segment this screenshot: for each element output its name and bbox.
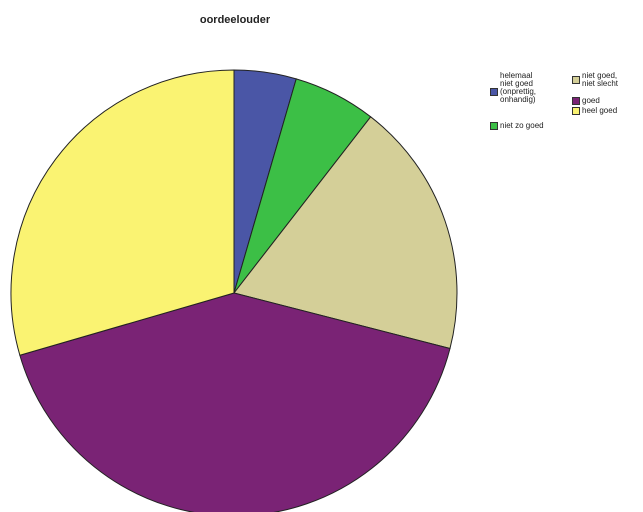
- pie-slice-3: [19, 292, 451, 512]
- legend-swatch: [490, 88, 498, 96]
- legend-swatch: [572, 76, 580, 84]
- legend-item: goed: [572, 97, 600, 105]
- chart-title: oordeelouder: [199, 14, 271, 26]
- legend-label: niet zo goed: [500, 121, 544, 130]
- legend-swatch: [490, 122, 498, 130]
- legend-label: goed: [582, 96, 600, 105]
- pie-chart: [10, 69, 458, 512]
- legend-swatch: [572, 107, 580, 115]
- legend-item: niet goed, niet slecht: [572, 72, 618, 88]
- legend-label: helemaal niet goed (onprettig, onhandig): [500, 71, 537, 104]
- legend-label: niet goed, niet slecht: [582, 71, 619, 88]
- legend-swatch: [572, 97, 580, 105]
- pie-slice-2: [233, 116, 458, 350]
- legend-item: heel goed: [572, 107, 617, 115]
- legend-item: helemaal niet goed (onprettig, onhandig): [490, 72, 536, 104]
- legend-label: heel goed: [582, 106, 618, 115]
- pie-slice-4: [10, 69, 235, 356]
- legend-item: niet zo goed: [490, 122, 544, 130]
